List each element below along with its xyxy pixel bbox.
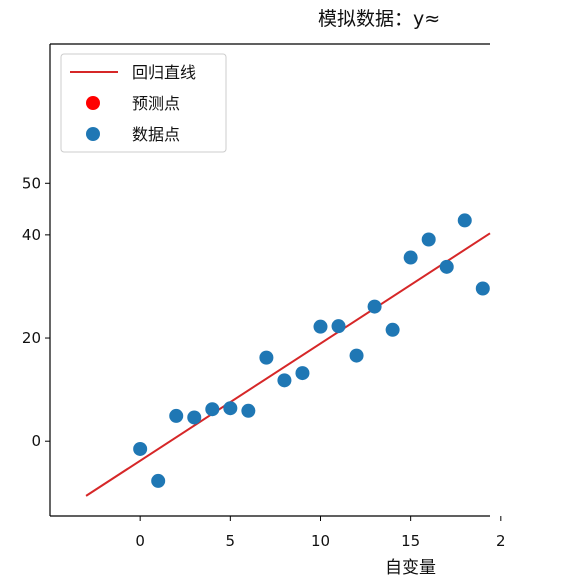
x-axis-label: 自变量: [385, 558, 436, 578]
data-point: [241, 403, 256, 418]
y-tick-label: 0: [31, 432, 41, 450]
data-point: [457, 213, 472, 228]
data-point: [367, 299, 382, 314]
legend-label-predicted-points: 预测点: [132, 94, 180, 113]
data-point: [439, 259, 454, 274]
legend-label-data-points: 数据点: [132, 125, 180, 144]
legend: 回归直线 预测点 数据点: [60, 53, 227, 153]
y-tick-label: 20: [22, 329, 41, 347]
regression-line: [85, 232, 491, 497]
x-ticks: 0 5 10 15 2: [135, 516, 506, 550]
data-point: [133, 441, 148, 456]
x-tick-label: 10: [311, 532, 330, 550]
data-point: [421, 232, 436, 247]
data-points: [133, 213, 490, 488]
data-point: [349, 348, 364, 363]
data-point: [187, 410, 202, 425]
y-tick-label: 50: [22, 174, 41, 192]
data-point: [151, 473, 166, 488]
data-point: [313, 319, 328, 334]
x-tick-label: 5: [226, 532, 236, 550]
data-point: [223, 401, 238, 416]
x-tick-label: 15: [401, 532, 420, 550]
x-tick-label: 2: [496, 532, 506, 550]
legend-frame: [60, 53, 227, 153]
plot-area: 0 20 40 50 0 5 10 15 2: [22, 43, 506, 550]
data-point: [475, 281, 490, 296]
y-tick-label: 40: [22, 226, 41, 244]
data-point: [277, 373, 292, 388]
legend-marker-predicted: [86, 96, 100, 110]
data-point: [403, 250, 418, 265]
data-point: [169, 408, 184, 423]
x-tick-label: 0: [135, 532, 145, 550]
chart-title: 模拟数据：y≈: [318, 8, 440, 30]
legend-marker-data: [86, 127, 100, 141]
data-point: [205, 402, 220, 417]
y-ticks: 0 20 40 50: [22, 174, 50, 450]
data-point: [259, 350, 274, 365]
legend-label-regression-line: 回归直线: [132, 63, 196, 82]
data-point: [331, 319, 346, 334]
data-point: [385, 322, 400, 337]
data-point: [295, 366, 310, 381]
